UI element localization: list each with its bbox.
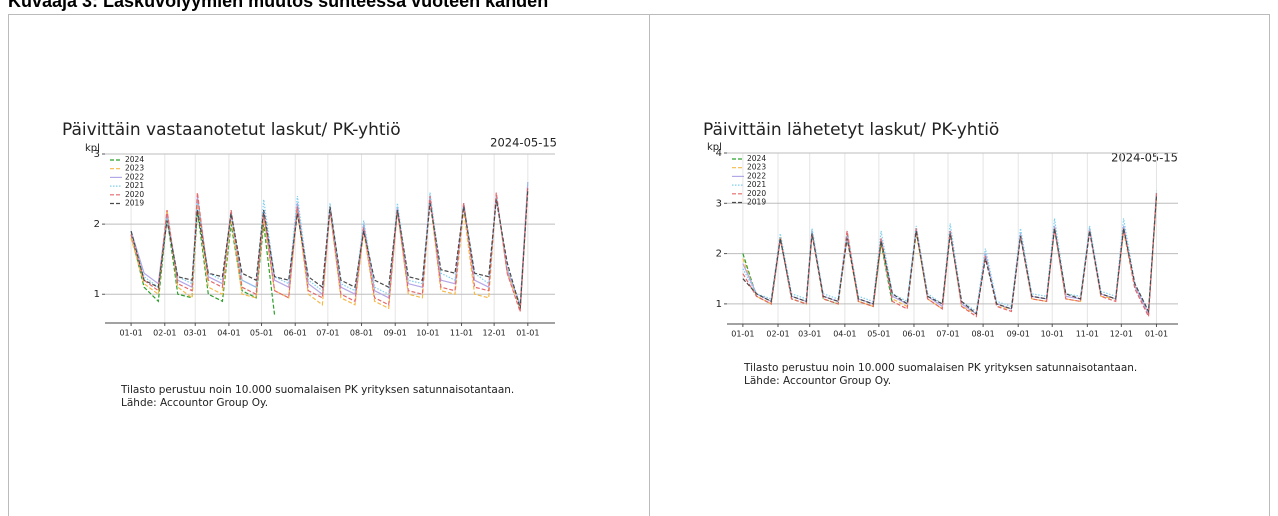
x-tick-label: 02-01 [153,329,176,338]
x-tick-label: 05-01 [250,329,273,338]
y-axis-label: kpl [85,143,100,154]
date-label: 2024-05-15 [1111,151,1178,165]
legend-label: 2022 [125,172,144,181]
footnote: Lähde: Accountor Group Oy. [121,397,268,409]
y-tick-label: 2 [94,219,100,230]
legend-label: 2019 [125,199,144,208]
x-tick-label: 09-01 [1007,330,1030,339]
y-tick-label: 3 [716,198,722,209]
series-line [130,181,529,306]
series-line [742,193,1158,319]
series-line [742,190,1158,314]
date-label: 2024-05-15 [490,136,557,150]
x-tick-label: 11-01 [1076,330,1099,339]
x-tick-label: 01-01 [119,329,142,338]
y-tick-label: 2 [716,249,722,260]
x-tick-label: 09-01 [384,329,407,338]
x-tick-label: 01-01 [516,329,539,338]
footnote: Tilasto perustuu noin 10.000 suomalaisen… [743,362,1137,374]
y-axis-label: kpl [707,142,722,153]
x-tick-label: 04-01 [833,330,856,339]
y-tick-label: 3 [94,149,100,160]
series-line [742,195,1158,316]
legend-label: 2022 [747,171,766,180]
legend-label: 2023 [747,163,766,172]
y-tick-label: 1 [716,299,722,310]
x-tick-label: 11-01 [450,329,473,338]
x-tick-label: 06-01 [284,329,307,338]
series-line [742,230,893,308]
legend-label: 2020 [747,189,766,198]
x-tick-label: 06-01 [902,330,925,339]
legend-label: 2019 [747,198,766,207]
x-tick-label: 10-01 [1041,330,1064,339]
x-tick-label: 10-01 [416,329,439,338]
x-tick-label: 07-01 [316,329,339,338]
legend-label: 2023 [125,164,144,173]
x-tick-label: 02-01 [766,330,789,339]
footnote: Lähde: Accountor Group Oy. [744,375,891,387]
x-tick-label: 07-01 [936,330,959,339]
x-tick-label: 01-01 [731,330,754,339]
x-tick-label: 04-01 [217,329,240,338]
x-tick-label: 12-01 [1110,330,1133,339]
legend-label: 2024 [747,154,766,163]
x-tick-label: 05-01 [867,330,890,339]
x-tick-label: 01-01 [1145,330,1168,339]
series-line [130,210,276,316]
chart-title: Päivittäin vastaanotetut laskut/ PK-yhti… [62,120,401,140]
x-tick-label: 03-01 [184,329,207,338]
x-tick-label: 03-01 [798,330,821,339]
legend-label: 2020 [125,190,144,199]
legend-label: 2021 [747,180,766,189]
legend-label: 2021 [125,181,144,190]
y-tick-label: 1 [94,289,100,300]
x-tick-label: 08-01 [971,330,994,339]
x-tick-label: 08-01 [350,329,373,338]
y-tick-label: 4 [716,148,722,159]
legend-label: 2024 [125,155,144,164]
panel-border [8,14,1270,516]
series-line [130,189,529,309]
x-tick-label: 12-01 [483,329,506,338]
page-heading: Kuvaaja 3: Laskuvolyymien muutos suhtees… [8,0,549,11]
chart-title: Päivittäin lähetetyt laskut/ PK-yhtiö [703,120,999,140]
footnote: Tilasto perustuu noin 10.000 suomalaisen… [120,384,514,396]
